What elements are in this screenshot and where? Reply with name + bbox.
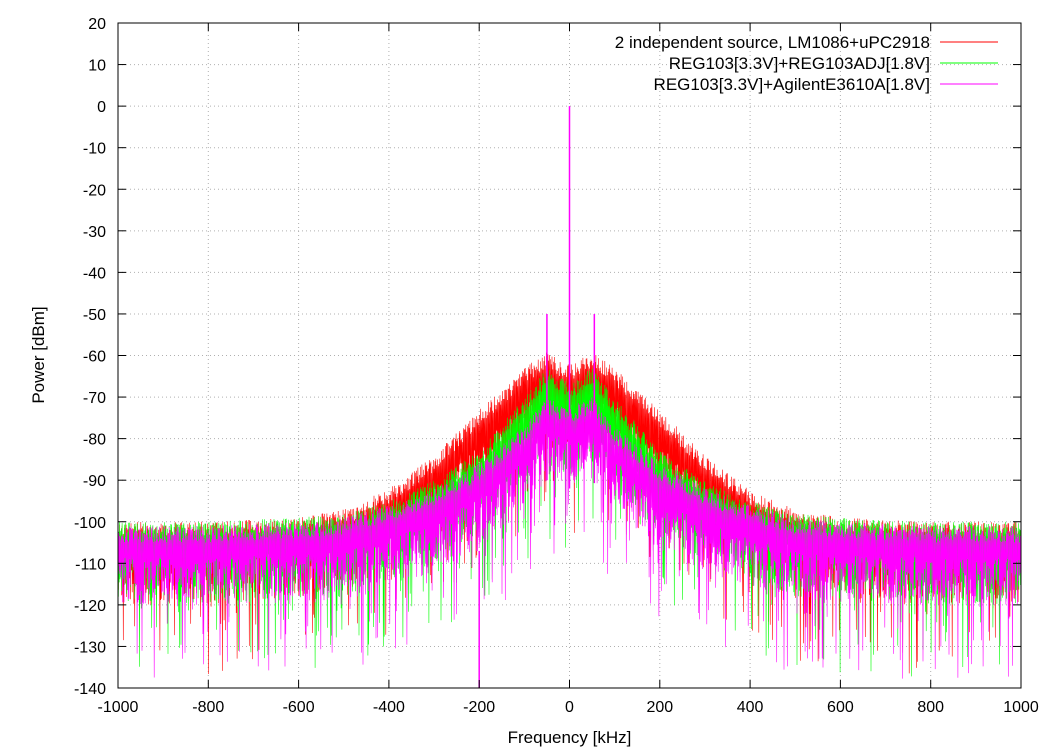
x-tick-label: -200 (463, 699, 495, 716)
x-tick-label: -400 (373, 699, 405, 716)
y-tick-label: 0 (97, 99, 106, 116)
x-tick-label: 200 (646, 699, 673, 716)
x-tick-label: 400 (737, 699, 764, 716)
x-tick-label: -1000 (98, 699, 139, 716)
y-tick-label: -120 (74, 598, 106, 615)
y-tick-label: -70 (83, 390, 106, 407)
y-tick-label: -40 (83, 265, 106, 282)
y-tick-label: -110 (75, 556, 106, 573)
x-tick-labels: -1000 -800 -600 -400 -200 0 200 400 600 800 1000 (98, 699, 1039, 716)
y-tick-labels: 20 10 0 -10 -20 -30 -40 -50 -60 -70 -80 -90 -100 -110… (74, 16, 106, 698)
y-tick-label: -80 (83, 432, 106, 449)
x-axis-label: Frequency [kHz] (508, 728, 632, 747)
y-tick-label: 10 (88, 58, 106, 75)
legend-entry-label: REG103[3.3V]+REG103ADJ[1.8V] (669, 54, 930, 73)
axis-ticks (117, 22, 1022, 689)
y-tick-label: -140 (74, 681, 106, 698)
y-tick-label: -60 (83, 349, 106, 366)
legend: 2 independent source, LM1086+uPC2918 REG1… (615, 33, 998, 94)
x-tick-label: 1000 (1003, 699, 1039, 716)
y-tick-label: -10 (83, 141, 106, 158)
x-tick-label: 600 (827, 699, 854, 716)
y-tick-label: -20 (83, 182, 106, 199)
y-axis-label: Power [dBm] (29, 306, 48, 403)
x-tick-label: -800 (192, 699, 224, 716)
y-tick-label: 20 (88, 16, 106, 33)
y-tick-label: -90 (83, 473, 106, 490)
y-tick-label: -50 (83, 307, 106, 324)
series-trace (118, 106, 1021, 688)
legend-entry-label: 2 independent source, LM1086+uPC2918 (615, 33, 930, 52)
grid-lines (118, 23, 1021, 688)
y-tick-label: -30 (83, 224, 106, 241)
x-tick-label: 0 (565, 699, 574, 716)
y-tick-label: -100 (74, 515, 106, 532)
series-traces (118, 106, 1021, 688)
x-tick-label: 800 (917, 699, 944, 716)
y-tick-label: -130 (74, 639, 106, 656)
x-tick-label: -600 (283, 699, 315, 716)
plot-area (118, 106, 1021, 688)
legend-entry-label: REG103[3.3V]+AgilentE3610A[1.8V] (654, 75, 930, 94)
